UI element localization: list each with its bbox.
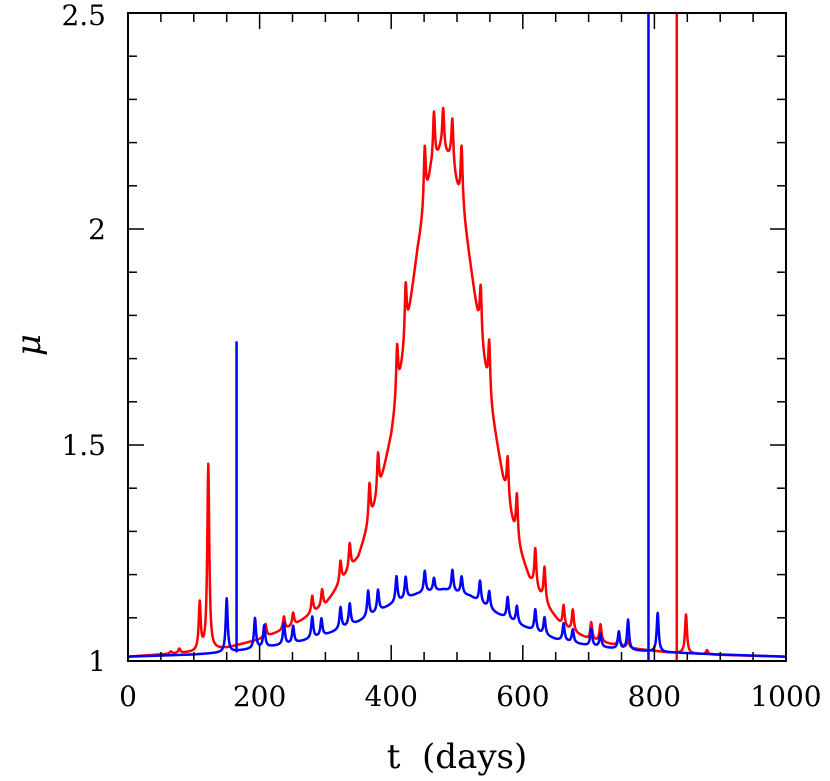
ticks-layer <box>127 12 787 662</box>
x-tick-label: 1000 <box>750 680 821 713</box>
tick-labels: 0 200 400 600 800 1000 1 1.5 2 2.5 <box>61 0 821 713</box>
y-axis-label: μ <box>9 334 49 356</box>
x-tick-label: 400 <box>364 680 417 713</box>
y-tick-label: 2 <box>88 213 106 246</box>
y-tick-label: 1.5 <box>61 429 106 462</box>
x-axis-label: t (days) <box>387 737 528 777</box>
y-tick-label: 1 <box>88 645 106 678</box>
x-tick-label: 800 <box>628 680 681 713</box>
x-tick-label: 200 <box>233 680 286 713</box>
series-layer <box>128 13 786 661</box>
x-tick-label: 600 <box>496 680 549 713</box>
y-tick-label: 2.5 <box>61 0 106 32</box>
series-line-0 <box>128 106 786 658</box>
x-tick-label: 0 <box>119 680 137 713</box>
plot-frame <box>127 12 787 662</box>
